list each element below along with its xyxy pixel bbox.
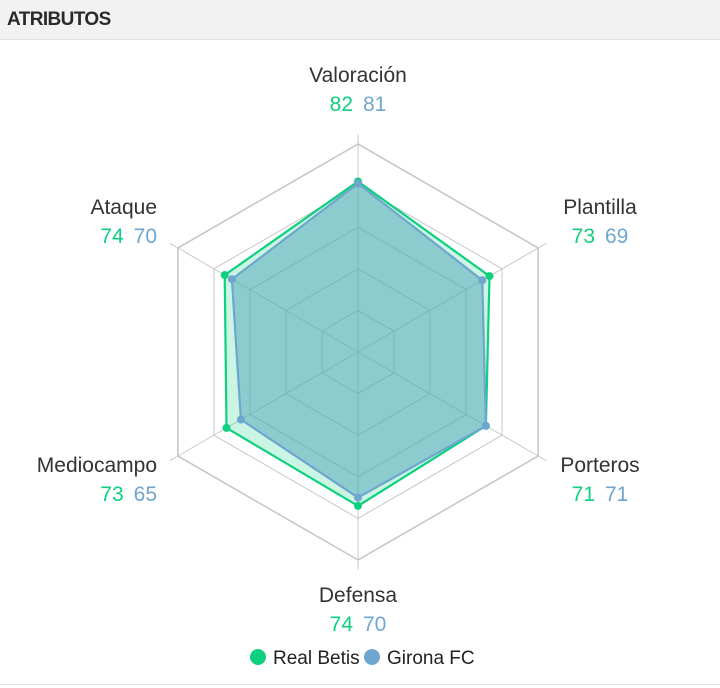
axis-values-3: 74 70 (330, 613, 387, 636)
section-header: ATRIBUTOS (0, 0, 720, 40)
legend-marker-0 (250, 649, 266, 665)
axis-values-1: 73 69 (572, 225, 629, 248)
data-point-1-5 (227, 275, 236, 284)
axis-label-3: Defensa (319, 584, 398, 607)
value-real-betis-1: 73 (572, 225, 595, 248)
axis-values-5: 74 70 (100, 225, 157, 248)
value-girona-fc-0: 81 (363, 93, 386, 116)
axis-label-1: Plantilla (563, 196, 637, 219)
value-real-betis-4: 73 (100, 483, 123, 506)
axis-label-5: Ataque (90, 196, 157, 219)
legend-label-0: Real Betis (273, 648, 360, 669)
value-real-betis-0: 82 (330, 93, 353, 116)
value-real-betis-2: 71 (572, 483, 595, 506)
value-girona-fc-3: 70 (363, 613, 386, 636)
data-point-0-1 (485, 272, 494, 281)
data-point-0-3 (354, 501, 362, 510)
axis-label-0: Valoración (309, 64, 407, 87)
axis-tick-1 (537, 242, 547, 249)
axis-tick-5 (169, 242, 179, 249)
data-point-1-1 (478, 276, 487, 285)
data-point-1-4 (236, 415, 245, 424)
axis-label-2: Porteros (560, 454, 639, 477)
value-real-betis-5: 74 (100, 225, 124, 248)
section-title: ATRIBUTOS (7, 8, 111, 30)
axis-label-4: Mediocampo (37, 454, 157, 477)
axis-tick-2 (537, 455, 547, 462)
value-girona-fc-1: 69 (605, 225, 628, 248)
axis-values-4: 73 65 (100, 483, 157, 506)
divider (0, 684, 720, 685)
data-point-0-5 (220, 271, 229, 280)
axis-values-2: 71 71 (572, 483, 629, 506)
value-girona-fc-2: 71 (605, 483, 628, 506)
data-point-1-3 (354, 493, 362, 502)
radar-chart: Valoración 82 81 Plantilla 73 69 Porteros 71 71 D… (37, 64, 640, 669)
data-point-0-4 (222, 423, 231, 432)
radar-chart-container: Valoración 82 81 Plantilla 73 69 Porteros 71 71 D… (0, 40, 720, 686)
axis-tick-4 (169, 455, 179, 462)
data-point-1-0 (354, 179, 362, 188)
data-point-1-2 (481, 421, 490, 430)
value-real-betis-3: 74 (330, 613, 354, 636)
axis-values-0: 82 81 (330, 93, 387, 116)
value-girona-fc-5: 70 (134, 225, 157, 248)
legend-label-1: Girona FC (387, 648, 475, 669)
legend-marker-1 (364, 649, 380, 665)
value-girona-fc-4: 65 (134, 483, 157, 506)
